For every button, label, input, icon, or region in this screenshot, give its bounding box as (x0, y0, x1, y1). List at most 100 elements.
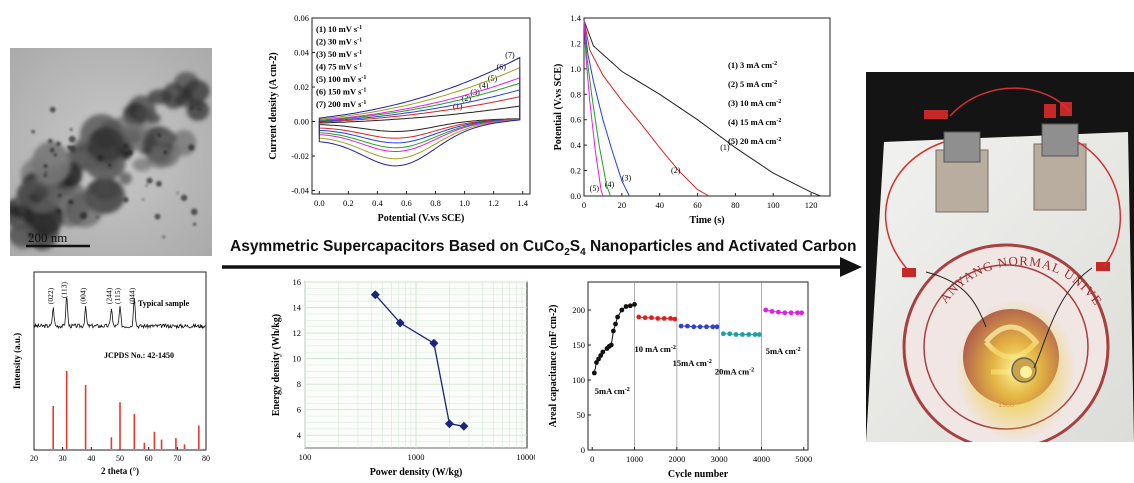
cycle-point (799, 310, 805, 316)
cycle-y-tick: 50 (577, 410, 586, 420)
ragone-xlabel: Power density (W/kg) (370, 467, 463, 478)
cv-x-tick: 0.2 (343, 198, 354, 208)
cv-y-tick: 0.02 (294, 82, 309, 92)
cv-x-tick: 0.4 (372, 198, 383, 208)
gcd-legend-item: (3) 10 mA cm-2 (728, 98, 781, 108)
ragone-y-tick: 4 (297, 430, 302, 440)
banner-title: Asymmetric Supercapacitors Based on CuCo… (230, 238, 856, 258)
cycle-point (600, 349, 606, 355)
cycle-x-tick: 0 (590, 454, 594, 464)
gcd-panel: 0 20 40 60 80 100 120 0.0 0.2 0.4 0.6 0.8 1.0 1.2 1.4 T… (548, 2, 848, 234)
cycle-point (668, 316, 673, 321)
ragone-panel: 100 1000 10000 4 6 8 10 12 14 16 Power density (W/… (265, 276, 538, 478)
ragone-y-tick: 6 (297, 405, 301, 415)
xrd-x-tick: 80 (202, 454, 210, 463)
cycle-point (733, 332, 739, 337)
device-photo-drawing: ANYANG NORMAL UNIVERSITY 1908 (861, 60, 1134, 451)
gcd-x-tick: 80 (731, 200, 740, 210)
cycle-point (740, 332, 745, 337)
xrd-ylabel: Intensity (a.u.) (12, 333, 22, 389)
gcd-x-tick: 60 (693, 200, 702, 210)
xrd-peak-label: (022) (46, 287, 55, 304)
gcd-y-tick: 0.2 (570, 166, 581, 176)
title-banner: Asymmetric Supercapacitors Based on CuCo… (222, 238, 862, 278)
cycle-point (714, 324, 720, 330)
gcd-y-tick: 0.4 (570, 140, 581, 150)
gcd-curve-tag: (3) (622, 174, 632, 183)
gcd-y-tick: 0.8 (570, 89, 581, 99)
gcd-xlabel: Time (s) (689, 215, 724, 226)
xrd-legend-ref: JCPDS No.: 42-1450 (104, 351, 174, 360)
banner-title-prefix: Asymmetric Supercapacitors Based on CuCo (230, 238, 565, 255)
xrd-peak-label: (004) (79, 287, 88, 304)
cycle-point (672, 316, 678, 322)
gcd-curve (583, 20, 611, 197)
xrd-x-tick: 40 (87, 454, 95, 463)
cv-y-tick: -0.04 (291, 186, 309, 196)
cycle-point (655, 316, 661, 321)
cycle-point (594, 360, 599, 365)
cv-legend-item: (3) 50 mV s-1 (316, 49, 362, 59)
cycle-segment-label: 10 mA cm-2 (635, 344, 676, 354)
banner-mid: S (569, 238, 581, 255)
cv-x-tick: 1.2 (488, 198, 499, 208)
cv-x-tick: 0.8 (430, 198, 441, 208)
cycle-point (661, 316, 667, 321)
cycle-point (769, 309, 775, 314)
cv-loop-tag: (5) (488, 74, 498, 83)
cv-y-tick: 0.04 (294, 48, 310, 58)
cycle-point (613, 321, 618, 327)
gcd-y-tick: 0.0 (570, 191, 581, 201)
cycle-point (678, 323, 684, 329)
cycle-point (608, 342, 614, 348)
cycle-point (623, 304, 629, 309)
gcd-legend-item: (4) 15 mA cm-2 (728, 117, 781, 127)
cv-chart: 0.0 0.2 0.4 0.6 0.8 1.0 1.2 1.4 -0.04 -0.02 0.00 0.… (268, 13, 531, 224)
cv-legend-item: (5) 100 mV s-1 (316, 74, 366, 84)
cv-x-tick: 1.0 (459, 198, 470, 208)
cycle-x-tick: 4000 (753, 454, 770, 464)
cycle-point (704, 324, 709, 330)
cycle-point (756, 332, 762, 337)
cycle-point (610, 328, 616, 334)
gcd-curve (583, 20, 710, 197)
xrd-x-tick: 50 (116, 454, 124, 463)
cycle-point (598, 353, 604, 358)
cycle-point (710, 324, 716, 330)
cv-y-tick: 0.06 (294, 13, 309, 23)
gcd-x-tick: 120 (805, 200, 818, 210)
xrd-peak-label: (115) (113, 288, 122, 304)
cycle-point (642, 315, 648, 321)
cycle-point (697, 324, 703, 330)
banner-sub2: 4 (580, 247, 586, 259)
cycle-y-tick: 0 (581, 445, 585, 455)
cycle-point (795, 310, 800, 316)
cycle-ylabel: Areal capacitance (mF cm-2) (548, 304, 559, 427)
banner-title-suffix: Nanoparticles and Activated Carbon (585, 238, 857, 255)
xrd-peak-label: (113) (60, 282, 69, 298)
tem-micrograph: 200 nm (5, 48, 212, 256)
ragone-y-tick: 10 (293, 354, 302, 364)
cv-legend-item: (6) 150 mV s-1 (316, 87, 366, 97)
cycle-point (591, 370, 597, 376)
ragone-y-tick: 12 (293, 328, 302, 338)
ragone-y-tick: 8 (297, 379, 301, 389)
gcd-frame (583, 17, 831, 197)
cv-xlabel: Potential (V.vs SCE) (378, 213, 465, 224)
red-wire-top (949, 87, 1071, 117)
ragone-point (429, 338, 439, 348)
cv-x-tick: 0.6 (401, 198, 412, 208)
ragone-point (370, 290, 380, 300)
cycle-segment-label: 15mA cm-2 (673, 358, 712, 368)
ragone-point (444, 419, 454, 429)
cycle-point (632, 302, 637, 307)
gcd-curve-tag: (2) (671, 166, 681, 175)
cycle-point (596, 356, 601, 362)
cycle-point (627, 303, 633, 309)
cycle-point (685, 323, 690, 329)
cv-loop (318, 56, 521, 167)
cycle-x-tick: 3000 (711, 454, 728, 464)
gcd-x-tick: 0 (582, 200, 586, 210)
xrd-peak-label: (244) (104, 287, 113, 304)
ragone-x-tick: 10000 (516, 452, 535, 462)
